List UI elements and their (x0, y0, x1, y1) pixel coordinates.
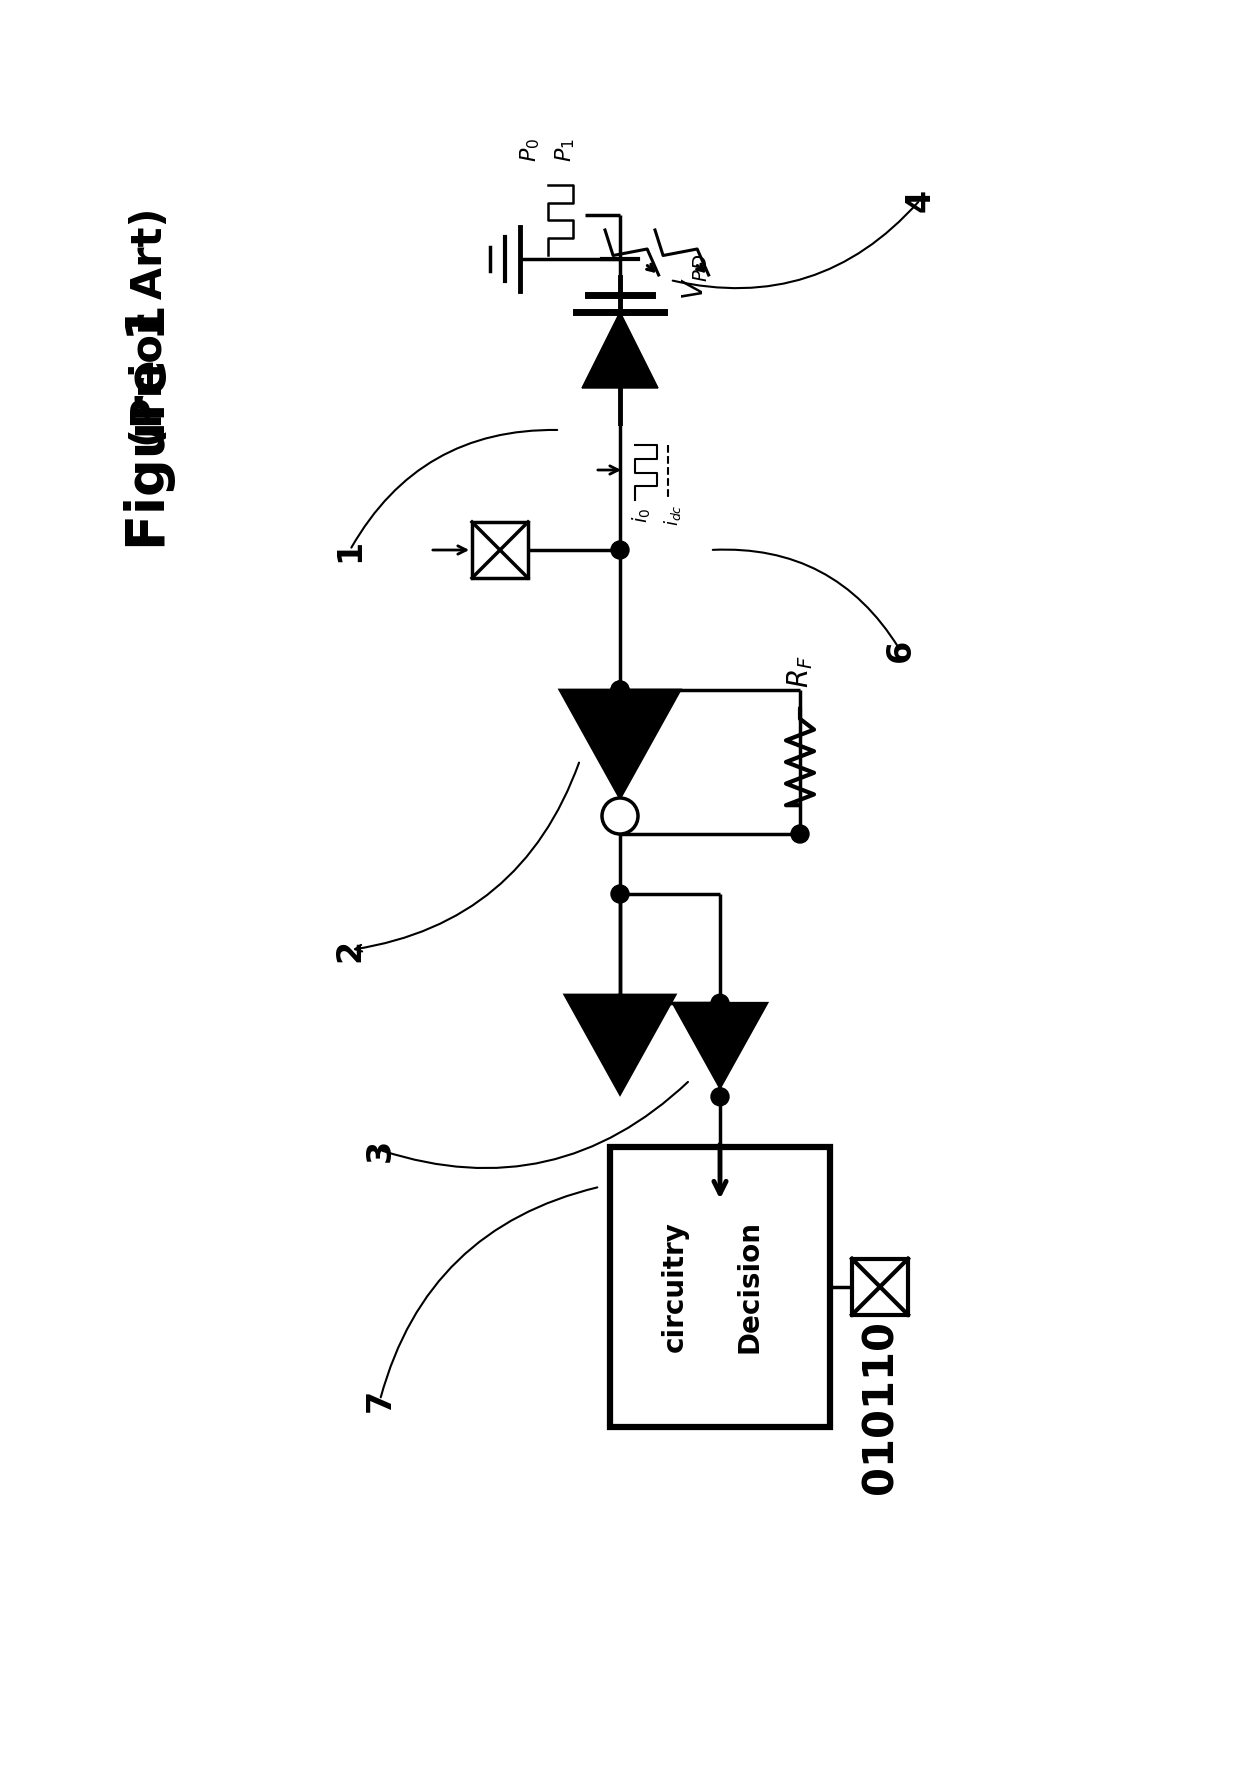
Text: Decision: Decision (737, 1221, 764, 1354)
Text: $V_{PD}$: $V_{PD}$ (680, 254, 709, 300)
Bar (472, 522, 528, 578)
Text: $P_1$: $P_1$ (553, 139, 577, 162)
Circle shape (611, 885, 629, 903)
Text: 010110: 010110 (859, 1320, 901, 1494)
Circle shape (611, 681, 629, 698)
Circle shape (611, 540, 629, 560)
Text: $R_F$: $R_F$ (785, 656, 815, 688)
Circle shape (791, 825, 808, 842)
Polygon shape (565, 995, 675, 1095)
Text: 6: 6 (883, 638, 916, 661)
Circle shape (711, 995, 729, 1013)
Bar (852, 1258, 908, 1315)
Text: (Prior Art): (Prior Art) (129, 208, 171, 446)
Circle shape (601, 798, 639, 833)
Text: Figure 1: Figure 1 (124, 304, 176, 551)
Polygon shape (560, 689, 680, 798)
Circle shape (611, 995, 629, 1013)
Polygon shape (673, 1004, 766, 1088)
Text: 4: 4 (904, 188, 936, 211)
Circle shape (611, 681, 629, 698)
Circle shape (711, 1088, 729, 1105)
Text: $P_0$: $P_0$ (518, 139, 542, 162)
Text: circuitry: circuitry (661, 1221, 689, 1352)
Polygon shape (573, 1004, 667, 1088)
Text: 2: 2 (334, 938, 367, 961)
Text: $i_{dc}$: $i_{dc}$ (661, 505, 682, 526)
Text: 1: 1 (334, 538, 367, 562)
Bar (610, 1146, 830, 1427)
Text: $i_0$: $i_0$ (631, 508, 653, 522)
Polygon shape (582, 313, 658, 387)
Text: 3: 3 (363, 1139, 397, 1162)
Text: 7: 7 (363, 1388, 397, 1411)
